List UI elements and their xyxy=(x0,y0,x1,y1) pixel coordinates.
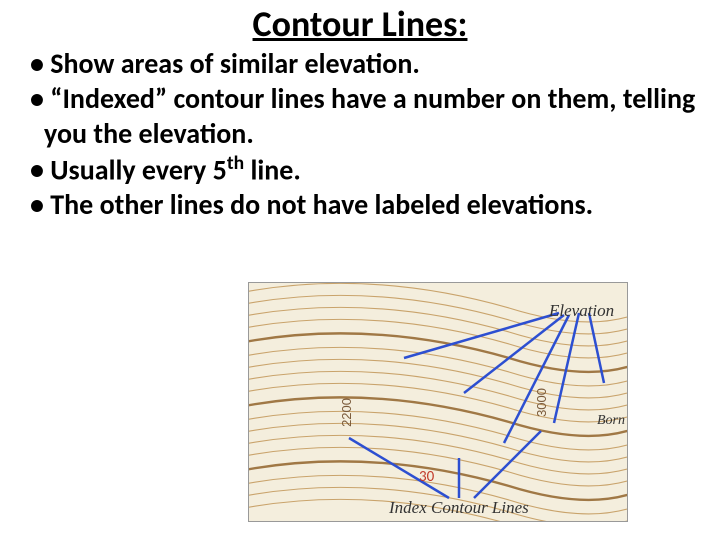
page-title: Contour Lines: xyxy=(0,2,720,46)
red-number-30: 30 xyxy=(419,468,434,486)
bullet-item: Show areas of similar elevation. xyxy=(30,46,702,81)
born-label: Born xyxy=(597,413,625,429)
elevation-2200: 2200 xyxy=(339,398,354,427)
bullet-item: Usually every 5th line. xyxy=(30,151,702,187)
bullet-item: The other lines do not have labeled elev… xyxy=(30,187,702,222)
bullet-list: Show areas of similar elevation. “Indexe… xyxy=(0,46,720,222)
elevation-label: Elevation xyxy=(549,301,614,321)
contour-map-figure: Elevation 2200 3000 30 Born Index Contou… xyxy=(248,282,628,522)
bullet-text: Usually every 5 xyxy=(50,152,227,187)
bullet-item: “Indexed” contour lines have a number on… xyxy=(30,81,702,151)
bullet-text: “Indexed” contour lines have a number on… xyxy=(44,81,695,151)
index-contour-label: Index Contour Lines xyxy=(389,498,529,518)
bullet-text: line. xyxy=(244,152,301,187)
bullet-text: Show areas of similar elevation. xyxy=(50,46,420,81)
bullet-text: The other lines do not have labeled elev… xyxy=(50,187,593,222)
bullet-superscript: th xyxy=(227,151,244,175)
elevation-3000: 3000 xyxy=(534,388,549,417)
